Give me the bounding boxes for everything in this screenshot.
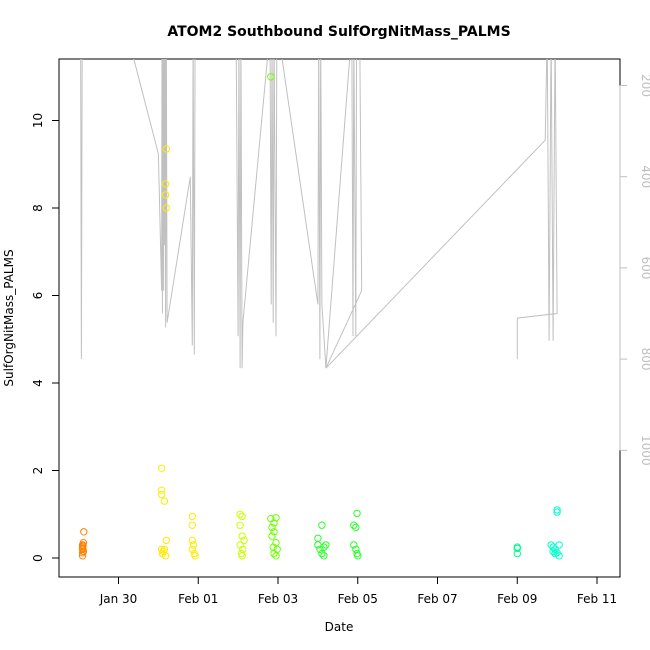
data-point: [157, 545, 166, 553]
data-point: [188, 536, 197, 545]
secondary-y-axis: 200 400 600 800 1000: [619, 74, 650, 466]
data-point: [273, 545, 281, 553]
data-point: [238, 552, 246, 560]
data-point: [553, 508, 561, 516]
x-tick-label: Feb 05: [338, 592, 378, 606]
data-point: [322, 541, 330, 549]
x-tick-label: Feb 03: [258, 592, 298, 606]
data-point: [162, 145, 171, 153]
data-point: [553, 549, 561, 557]
data-point: [79, 539, 88, 547]
data-point: [352, 523, 360, 532]
data-point: [78, 544, 87, 553]
y-axis-label: SulfOrgNitMass_PALMS: [2, 249, 16, 386]
data-point: [316, 545, 324, 553]
data-point: [157, 464, 166, 472]
data-point: [513, 549, 521, 558]
y-tick-label: 2: [31, 467, 45, 475]
data-point: [188, 521, 197, 529]
data-point: [320, 552, 328, 560]
data-point: [549, 547, 557, 556]
chart-marks: [78, 59, 563, 560]
data-point: [513, 544, 521, 553]
data-point: [555, 541, 563, 549]
y-tick-label: 6: [31, 292, 45, 300]
x-tick-label: Feb 11: [577, 592, 617, 606]
data-point: [270, 519, 278, 527]
data-point: [547, 541, 555, 549]
data-point: [238, 532, 246, 540]
data-point: [161, 180, 170, 188]
data-point: [272, 514, 280, 522]
altitude-line: [80, 59, 558, 369]
data-point: [354, 552, 362, 560]
data-point: [161, 191, 170, 199]
data-point: [188, 512, 197, 521]
x-axis-label: Date: [325, 620, 354, 634]
x-tick-label: Feb 01: [178, 592, 218, 606]
y2-tick-label: 800: [639, 348, 650, 371]
data-point: [236, 510, 244, 518]
x-axis: Jan 30 Feb 01 Feb 03 Feb 05 Feb 07 Feb 09 Feb …: [99, 576, 617, 606]
data-point: [238, 512, 246, 521]
data-point: [352, 545, 360, 553]
data-point: [320, 543, 328, 551]
y-tick-label: 8: [31, 204, 45, 212]
data-point: [314, 534, 322, 542]
y2-tick-label: 1000: [639, 435, 650, 466]
y2-tick-label: 600: [639, 256, 650, 279]
x-tick-label: Jan 30: [99, 592, 138, 606]
data-point: [318, 549, 326, 558]
data-point: [161, 552, 170, 560]
data-point: [191, 552, 199, 560]
y2-tick-label: 400: [639, 165, 650, 188]
data-point: [239, 545, 247, 553]
chart-title: ATOM2 Southbound SulfOrgNitMass_PALMS: [167, 24, 510, 40]
data-point: [350, 541, 358, 549]
data-point: [268, 523, 276, 532]
data-point: [162, 536, 171, 545]
data-point: [267, 73, 275, 81]
data-point: [551, 545, 559, 553]
data-point: [240, 536, 248, 545]
data-point: [157, 486, 166, 494]
x-tick-label: Feb 09: [497, 592, 537, 606]
data-point: [318, 521, 326, 529]
data-point: [236, 521, 244, 529]
data-point: [353, 509, 361, 518]
y-tick-label: 4: [31, 379, 45, 387]
data-point: [268, 532, 276, 540]
data-point: [553, 506, 561, 514]
data-point: [157, 490, 166, 499]
data-point: [79, 542, 87, 550]
plot-area: [58, 58, 621, 578]
data-point: [270, 528, 278, 536]
data-point: [78, 549, 87, 557]
x-tick-label: Feb 07: [417, 592, 457, 606]
data-point: [160, 497, 169, 505]
data-point: [79, 547, 88, 556]
data-point: [80, 528, 88, 536]
y-tick-label: 0: [31, 554, 45, 562]
y-axis: 0 2 4 6 8 10: [31, 113, 60, 562]
y2-tick-label: 200: [639, 74, 650, 97]
data-point: [162, 204, 171, 212]
data-point: [188, 545, 197, 553]
data-point: [189, 541, 198, 549]
y-tick-label: 10: [31, 113, 45, 128]
data-point: [350, 521, 358, 529]
